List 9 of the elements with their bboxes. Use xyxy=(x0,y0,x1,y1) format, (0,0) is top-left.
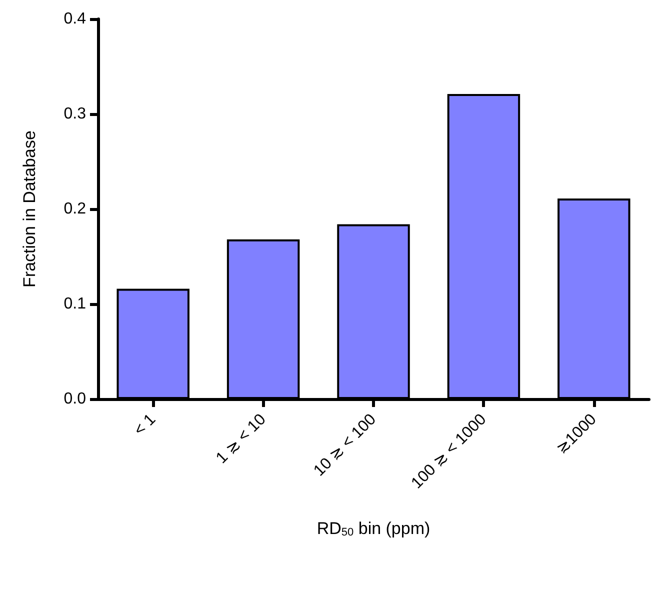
y-axis-title: Fraction in Database xyxy=(20,130,39,288)
x-tick-label: 10 ≳ < 100 xyxy=(310,410,380,480)
x-tick-label: 1 ≳ < 10 xyxy=(213,410,270,468)
x-tick-label: < 1 xyxy=(131,410,160,440)
y-tick-label: 0.2 xyxy=(64,200,86,218)
y-tick-label: 0.0 xyxy=(64,390,86,408)
y-tick-label: 0.4 xyxy=(64,10,86,28)
y-tick-label: 0.3 xyxy=(64,106,86,122)
y-tick-label: 0.1 xyxy=(64,296,86,312)
